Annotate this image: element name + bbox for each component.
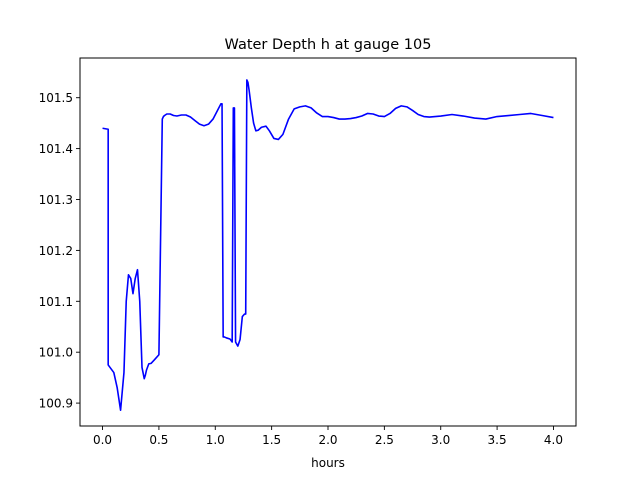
- chart-title: Water Depth h at gauge 105: [225, 37, 432, 53]
- x-tick-label: 3.5: [488, 433, 507, 447]
- y-axis-ticks: 100.9 101.0 101.1 101.2 101.3 101.4 101.5: [39, 91, 80, 411]
- y-tick-label: 101.3: [39, 193, 73, 207]
- x-tick-label: 0.5: [149, 433, 168, 447]
- series-line-0: [102, 79, 554, 412]
- plot-area: [80, 58, 576, 426]
- x-tick-label: 3.0: [431, 433, 450, 447]
- x-tick-label: 4.0: [544, 433, 563, 447]
- y-tick-label: 101.5: [39, 91, 73, 105]
- y-tick-label: 101.2: [39, 244, 73, 258]
- series-layer: [102, 79, 554, 412]
- x-tick-label: 2.5: [375, 433, 394, 447]
- x-axis-label: hours: [311, 456, 345, 470]
- y-tick-label: 100.9: [39, 397, 73, 411]
- x-tick-label: 0.0: [93, 433, 112, 447]
- x-tick-label: 2.0: [318, 433, 337, 447]
- x-axis-ticks: 0.0 0.5 1.0 1.5 2.0 2.5 3.0 3.5 4.0: [93, 426, 563, 447]
- y-tick-label: 101.1: [39, 295, 73, 309]
- y-tick-label: 101.0: [39, 346, 73, 360]
- x-tick-label: 1.0: [206, 433, 225, 447]
- x-tick-label: 1.5: [262, 433, 281, 447]
- y-tick-label: 101.4: [39, 142, 73, 156]
